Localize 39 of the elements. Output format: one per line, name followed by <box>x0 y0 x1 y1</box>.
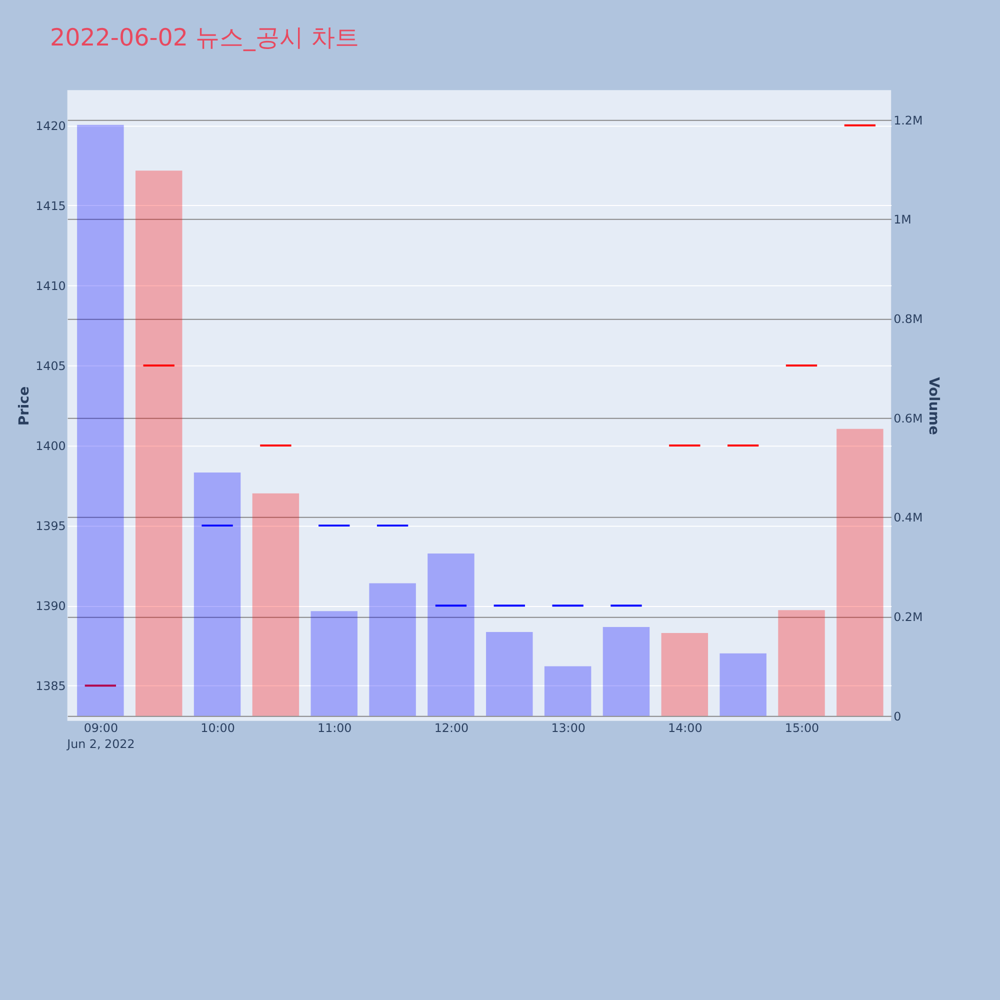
y2-tick-label: 0.2M <box>894 610 923 624</box>
y2-tick-label: 0.4M <box>894 510 923 525</box>
bar <box>836 428 884 716</box>
bar <box>661 632 708 716</box>
x-tick-label: 12:00 <box>434 721 469 736</box>
x-tick-label: 13:00 <box>551 721 586 736</box>
y2-axis-title: Volume <box>926 377 942 435</box>
bar <box>602 626 650 716</box>
y-tick-label: 1400 <box>36 438 66 453</box>
y-tick-label: 1385 <box>36 679 66 694</box>
bar <box>544 666 592 716</box>
bar <box>428 553 474 716</box>
x-tick-label: 15:00 <box>784 721 820 736</box>
x-tick-label: 14:00 <box>668 721 702 736</box>
chart-title: 2022-06-02 뉴스_공시 차트 <box>50 24 359 52</box>
y2-tick-label: 1M <box>894 212 912 227</box>
bar <box>778 610 825 716</box>
bar <box>252 493 300 716</box>
y-tick-label: 1415 <box>36 198 66 213</box>
y2-tick-label: 0 <box>894 709 902 724</box>
x-tick-label: 09:00 Jun 2, 2022 <box>66 721 135 752</box>
bar <box>486 632 533 716</box>
y-tick-label: 1405 <box>36 358 66 373</box>
y-tick-label: 1395 <box>36 519 66 534</box>
y-tick-label: 1410 <box>36 278 66 293</box>
y-axis-title: Price <box>16 386 33 426</box>
bar <box>310 611 358 716</box>
bar <box>194 472 241 716</box>
x-tick-label: 11:00 <box>318 721 352 736</box>
bar <box>720 653 766 716</box>
y2-tick-label: 0.8M <box>894 312 923 326</box>
bar <box>135 170 182 716</box>
bar <box>369 583 416 716</box>
y2-tick-label: 0.6M <box>894 411 923 426</box>
y-tick-label: 1390 <box>36 599 66 614</box>
bar <box>77 124 124 716</box>
y-tick-label: 1420 <box>36 118 66 133</box>
y2-tick-label: 1.2M <box>894 113 923 128</box>
x-tick-label: 10:00 <box>200 721 235 736</box>
